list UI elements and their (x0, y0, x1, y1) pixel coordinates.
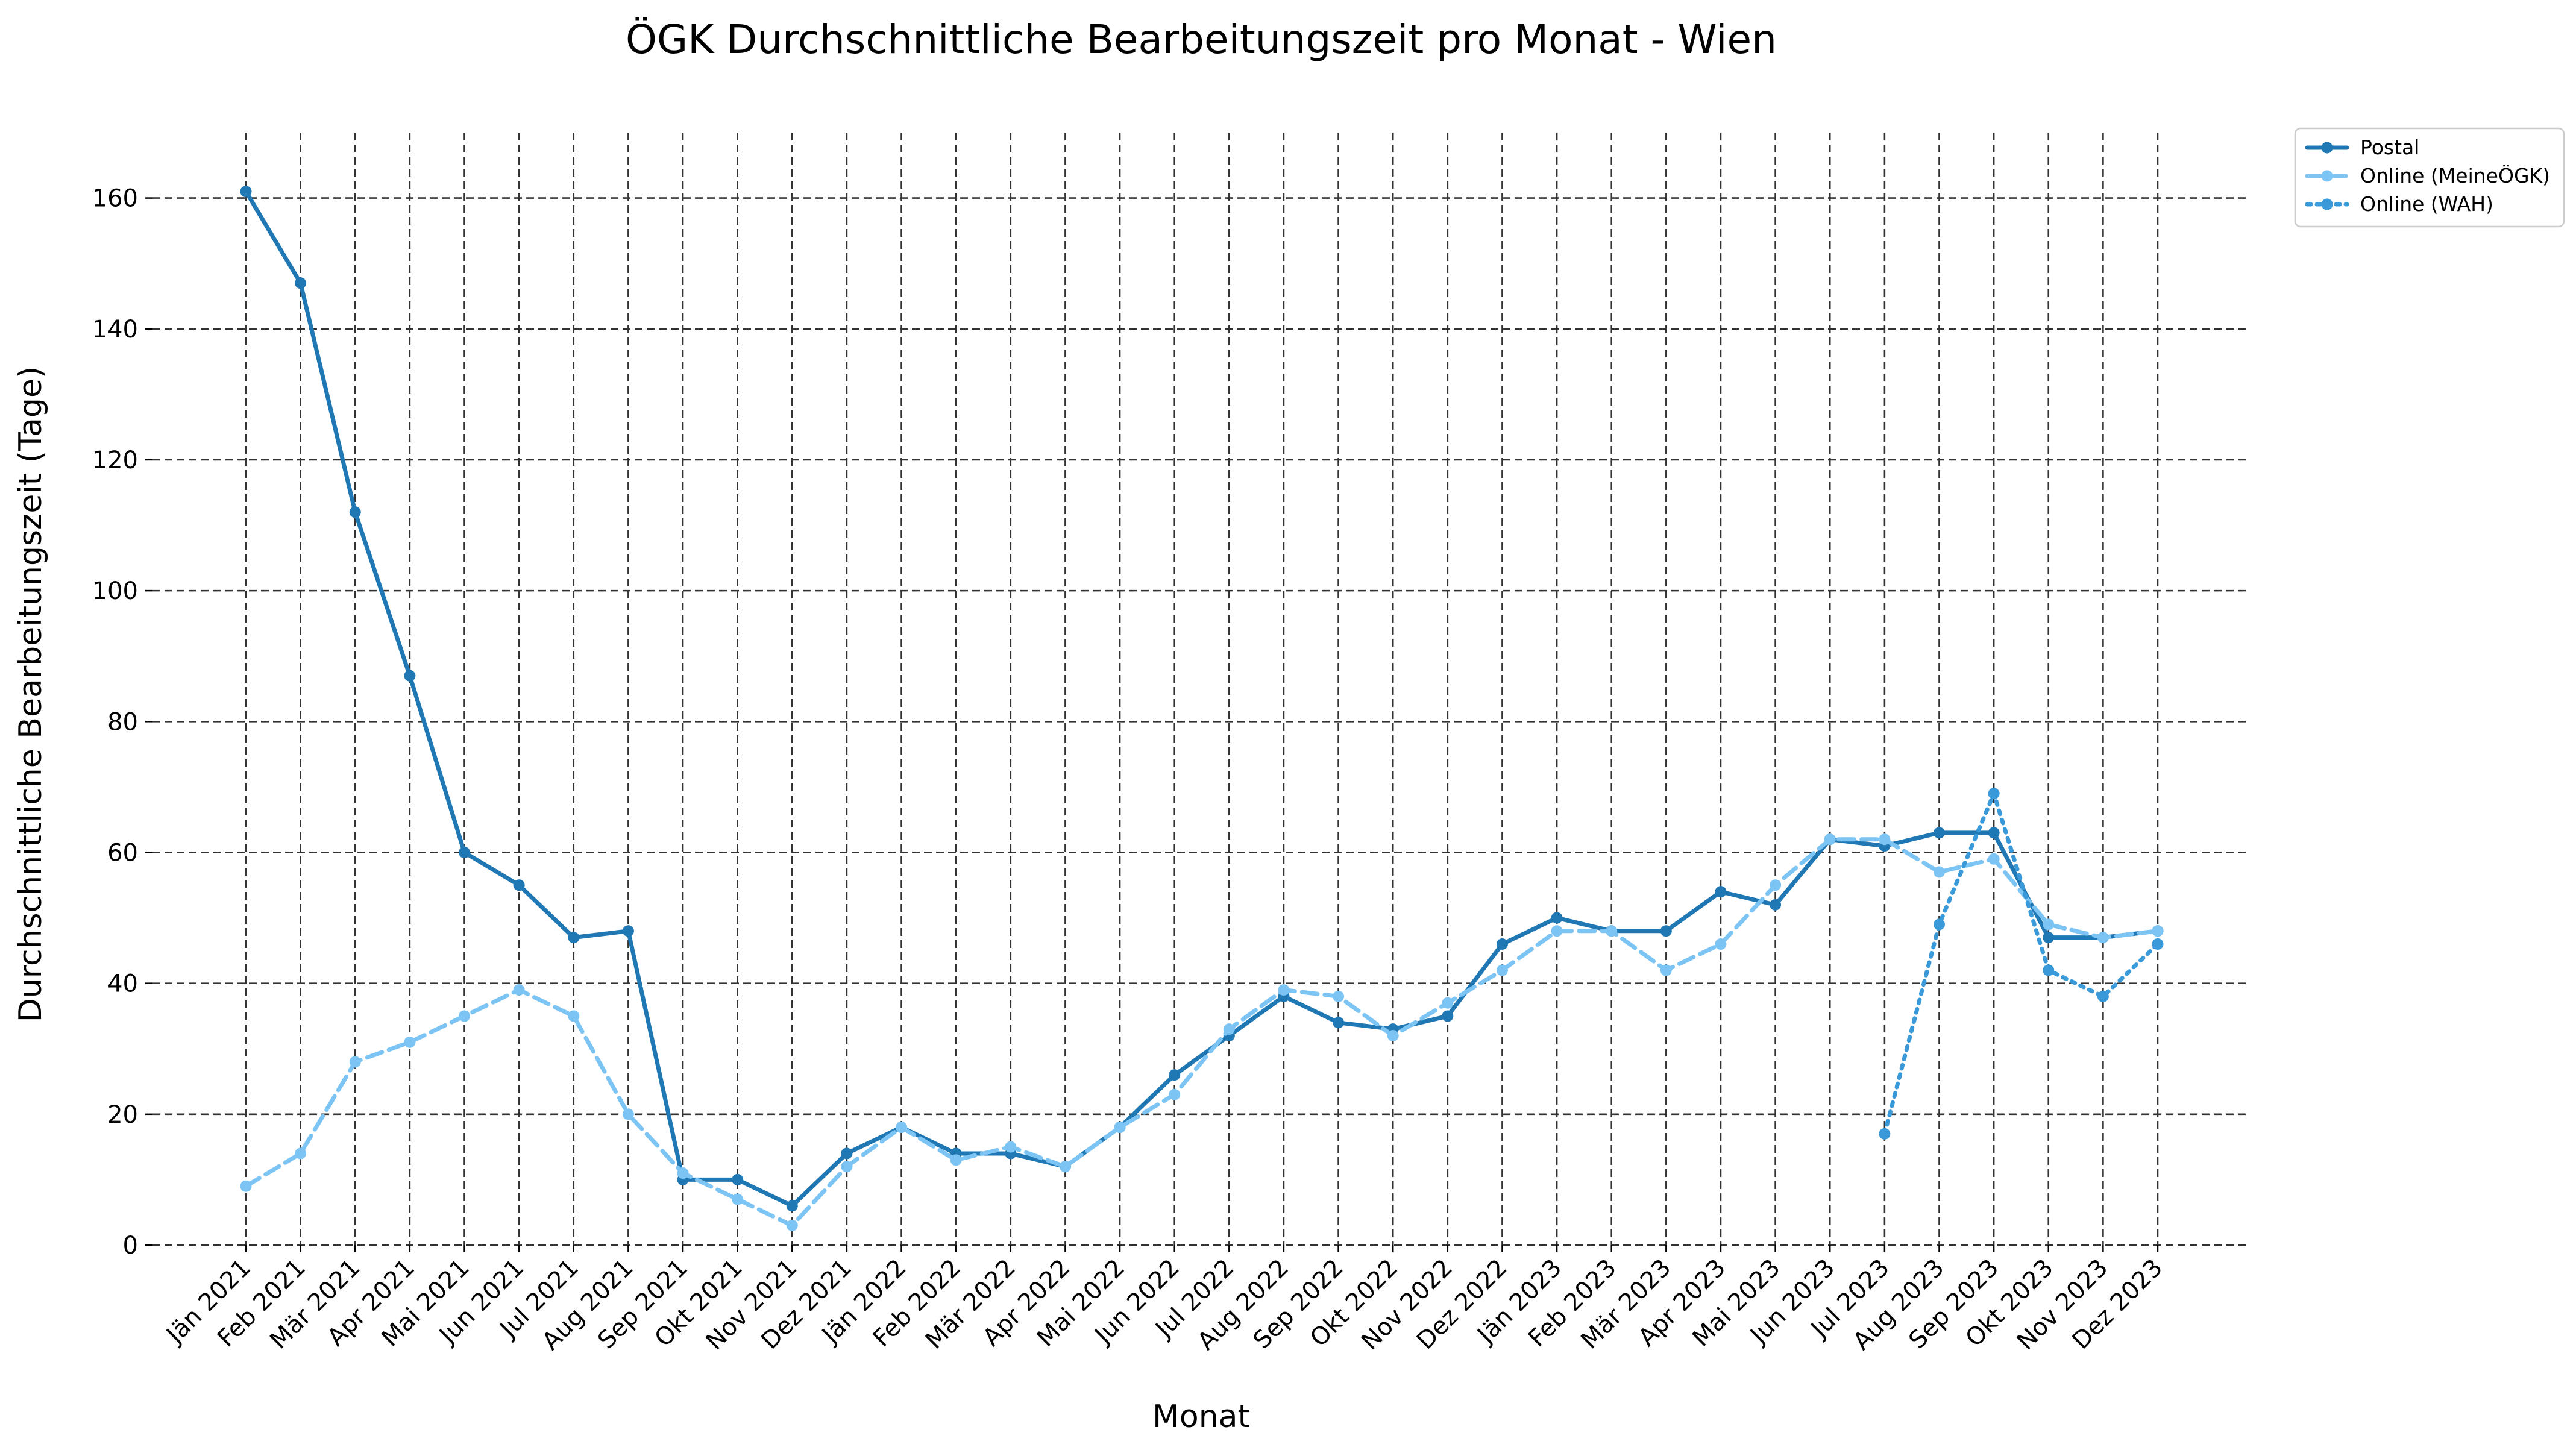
data-point (349, 506, 361, 518)
data-point (1114, 1122, 1126, 1134)
data-point (1988, 788, 2000, 800)
data-point (1933, 866, 1945, 878)
data-point (2043, 918, 2055, 931)
data-point (1169, 1088, 1181, 1100)
data-point (1770, 899, 1782, 911)
data-point (1223, 1023, 1235, 1035)
data-point (1933, 918, 1945, 931)
series-line (243, 189, 2160, 1208)
data-point (568, 1010, 580, 1022)
series-line (1882, 791, 2160, 1136)
data-point (568, 932, 580, 944)
data-point (240, 186, 252, 198)
data-point (513, 984, 525, 996)
legend-label: Online (MeineÖGK) (2360, 163, 2550, 187)
data-point (1005, 1141, 1017, 1153)
series-online-wah (1879, 788, 2164, 1140)
data-point (404, 670, 416, 682)
data-point (786, 1200, 798, 1212)
legend-label: Online (WAH) (2360, 192, 2493, 216)
data-point (459, 846, 471, 858)
data-point (2043, 932, 2055, 944)
y-tick-label: 60 (107, 839, 138, 867)
data-point (732, 1193, 744, 1205)
data-point (349, 1056, 361, 1068)
y-tick-label: 0 (123, 1232, 138, 1260)
legend-marker (2321, 198, 2333, 210)
series-online-meine-gk (240, 833, 2164, 1231)
data-point (295, 277, 307, 289)
data-point (1770, 879, 1782, 891)
legend-marker (2321, 142, 2333, 154)
legend-marker (2321, 170, 2333, 182)
data-point (1606, 925, 1618, 937)
data-point (1988, 827, 2000, 839)
chart-title: ÖGK Durchschnittliche Bearbeitungszeit p… (626, 16, 1777, 63)
data-point (1551, 925, 1563, 937)
data-point (1169, 1069, 1181, 1081)
data-point (2097, 932, 2109, 944)
y-tick-label: 160 (92, 185, 138, 213)
data-point (2043, 964, 2055, 976)
data-point (513, 879, 525, 891)
y-tick-label: 100 (92, 577, 138, 605)
data-point (1988, 853, 2000, 865)
data-point (1824, 833, 1836, 846)
data-point (1660, 964, 1672, 976)
data-point (1496, 964, 1508, 976)
data-point (1442, 1010, 1454, 1022)
data-point (896, 1122, 908, 1134)
data-point (1333, 1017, 1345, 1029)
data-point (404, 1036, 416, 1048)
y-axis: 0 20 40 60 80 100 120 140 160 (92, 185, 152, 1260)
data-point (622, 1108, 634, 1120)
data-point (622, 925, 634, 937)
data-point (841, 1161, 853, 1173)
data-point (2152, 938, 2164, 950)
y-tick-label: 140 (92, 316, 138, 344)
y-tick-label: 40 (107, 970, 138, 998)
data-point (786, 1219, 798, 1231)
data-point (2097, 990, 2109, 1002)
legend-box (2294, 127, 2565, 228)
data-point (1933, 827, 1945, 839)
data-point (240, 1180, 252, 1192)
data-point (459, 1010, 471, 1022)
data-point (1496, 938, 1508, 950)
data-point (677, 1167, 689, 1179)
data-point (1333, 990, 1345, 1002)
data-point (1442, 997, 1454, 1009)
data-point (1278, 984, 1290, 996)
y-tick-label: 20 (107, 1101, 138, 1129)
data-point (1660, 925, 1672, 937)
y-tick-label: 80 (107, 708, 138, 736)
series-layer (240, 186, 2164, 1231)
data-point (1715, 886, 1727, 898)
data-point (950, 1154, 962, 1166)
data-point (1879, 1128, 1891, 1140)
series-line (243, 837, 2160, 1228)
data-point (732, 1173, 744, 1185)
data-point (1551, 912, 1563, 924)
data-point (841, 1147, 853, 1160)
data-point (1879, 833, 1891, 846)
y-axis-label: Durchschnittliche Bearbeitungszeit (Tage… (13, 366, 49, 1023)
y-tick-label: 120 (92, 447, 138, 474)
legend: Postal Online (MeineÖGK) Online (WAH) (2294, 127, 2565, 228)
data-point (1059, 1161, 1071, 1173)
grid (152, 133, 2250, 1246)
data-point (295, 1147, 307, 1160)
legend-label: Postal (2360, 136, 2419, 159)
data-point (1387, 1030, 1399, 1042)
data-point (1715, 938, 1727, 950)
series-postal (240, 186, 2164, 1212)
x-axis-label: Monat (1152, 1399, 1250, 1435)
data-point (2152, 925, 2164, 937)
